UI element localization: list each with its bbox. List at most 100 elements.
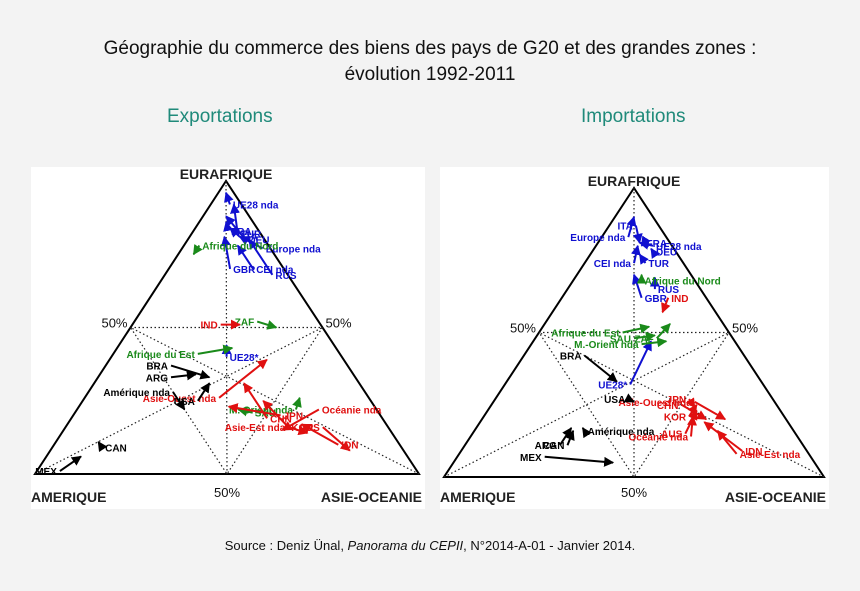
arrow-idn bbox=[703, 421, 743, 452]
arrow-ue28-nda bbox=[224, 191, 234, 205]
arrow-afrique-du-nord bbox=[192, 244, 203, 256]
label-ind: IND bbox=[671, 294, 688, 305]
label-ita: ITA bbox=[618, 222, 633, 233]
midpoint-triangle bbox=[537, 331, 731, 479]
source-suffix: , N°2014-A-01 - Janvier 2014. bbox=[463, 538, 636, 553]
label-ue28-nda: UE28 nda bbox=[656, 242, 702, 253]
arrow-deu bbox=[650, 247, 661, 259]
median-line bbox=[443, 331, 730, 478]
arrow-m-orient-nda bbox=[292, 396, 302, 410]
imports-ternary-chart: EURAFRIQUE AMERIQUE ASIE-OCEANIE 50% 50% 50% E… bbox=[440, 173, 826, 505]
label-chn: CHN bbox=[657, 401, 679, 412]
label-deu: DEU bbox=[656, 248, 677, 259]
vertex-label-top: EURAFRIQUE bbox=[588, 173, 681, 189]
label-europe-nda: Europe nda bbox=[266, 244, 321, 255]
arrow-usa bbox=[623, 393, 635, 403]
label-jpn: JPN bbox=[667, 395, 686, 406]
label-asie-ouest-nda: Asie-Ouest nda bbox=[618, 398, 692, 409]
midpoint-triangle bbox=[129, 326, 324, 476]
arrow-tur bbox=[638, 253, 649, 265]
arrow-sau bbox=[237, 406, 253, 417]
label-m-orient-nda: M.-Orient nda bbox=[574, 340, 639, 351]
exports-ternary-chart: EURAFRIQUE AMERIQUE ASIE-OCEANIE 50% 50% 50% U… bbox=[31, 166, 422, 505]
label-rus: RUS bbox=[658, 285, 679, 296]
arrow-bra bbox=[583, 354, 618, 383]
label-amerique-nda: Amérique nda bbox=[588, 427, 655, 438]
label-bra: BRA bbox=[560, 352, 582, 363]
midpoint-label-left: 50% bbox=[510, 321, 536, 336]
arrow-zaf bbox=[256, 320, 278, 330]
imports-ternary-panel: EURAFRIQUE AMERIQUE ASIE-OCEANIE 50% 50% 50% E… bbox=[440, 167, 829, 509]
label-ue28: UE28* bbox=[598, 381, 627, 392]
arrow-mex bbox=[59, 455, 82, 472]
arrow-aus bbox=[322, 426, 351, 452]
label-kor: KOR bbox=[664, 412, 687, 423]
label-mex: MEX bbox=[35, 467, 57, 478]
midpoint-label-left: 50% bbox=[101, 316, 127, 331]
arrow-ue28 bbox=[629, 340, 653, 385]
label-arg: ARG bbox=[535, 441, 557, 452]
arrow-afrique-du-est bbox=[197, 344, 234, 355]
label-asie-est-nda: Asie-Est nda bbox=[225, 423, 286, 434]
chart-title-line1: Géographie du commerce des biens des pay… bbox=[103, 38, 757, 59]
vertex-label-top: EURAFRIQUE bbox=[180, 167, 273, 182]
arrow-arg bbox=[170, 370, 197, 381]
vertex-label-left: AMERIQUE bbox=[440, 489, 515, 505]
arrow-amerique-nda bbox=[581, 427, 592, 439]
label-asie-est-nda: Asie-Est nda bbox=[740, 450, 801, 461]
label-ind: IND bbox=[200, 321, 217, 332]
label-aus: AUS bbox=[661, 430, 682, 441]
arrow-fra bbox=[223, 221, 233, 232]
vertex-label-right: ASIE-OCEANIE bbox=[725, 489, 826, 505]
arrow-usa bbox=[197, 382, 211, 402]
label-mex: MEX bbox=[520, 453, 542, 464]
label-usa: USA bbox=[604, 395, 625, 406]
label-afrique-du-est: Afrique du Est bbox=[551, 329, 620, 340]
midpoint-label-right: 50% bbox=[326, 316, 352, 331]
label-amerique-nda: Amérique nda bbox=[103, 388, 170, 399]
vertex-label-right: ASIE-OCEANIE bbox=[321, 489, 422, 505]
label-oceanie-nda: Océanie nda bbox=[322, 406, 382, 417]
label-arg: ARG bbox=[146, 373, 168, 384]
median-line bbox=[538, 331, 825, 478]
arrow-cei-nda bbox=[236, 244, 255, 270]
label-cei-nda: CEI nda bbox=[594, 259, 632, 270]
subtitle-imports: Importations bbox=[581, 106, 686, 127]
arrow-fra bbox=[640, 235, 651, 247]
arrow-asie-est-nda bbox=[288, 425, 309, 436]
arrow-m-orient-nda bbox=[641, 337, 668, 348]
label-ue28: UE28* bbox=[230, 353, 259, 364]
label-cei-nda: CEI nda bbox=[256, 265, 294, 276]
label-zaf: ZAF bbox=[634, 334, 653, 345]
label-ue28-nda: UE28 nda bbox=[233, 200, 279, 211]
label-idn: IDN bbox=[745, 447, 762, 458]
arrow-gbr bbox=[632, 273, 643, 299]
arrow-rus bbox=[248, 238, 274, 276]
arrow-asie-ouest-nda bbox=[218, 358, 268, 399]
arrow-europe-nda bbox=[626, 215, 637, 238]
label-europe-nda: Europe nda bbox=[570, 233, 625, 244]
arrow-ita bbox=[632, 225, 643, 244]
label-aus: AUS bbox=[299, 423, 320, 434]
arrow-ind bbox=[661, 297, 671, 314]
label-fra: FRA bbox=[231, 227, 252, 238]
arrow-gbr bbox=[220, 235, 232, 270]
arrow-cei-nda bbox=[630, 244, 641, 264]
arrow-afrique-du-est bbox=[622, 323, 651, 334]
label-afrique-du-nord: Afrique du Nord bbox=[202, 242, 278, 253]
source-note: Source : Deniz Ünal, Panorama du CEPII, … bbox=[0, 538, 860, 553]
arrow-can bbox=[565, 429, 575, 446]
source-journal: Panorama du CEPII bbox=[347, 538, 464, 553]
vertex-label-left: AMERIQUE bbox=[31, 489, 106, 505]
arrow-oceanie-nda bbox=[687, 415, 698, 437]
arrow-can bbox=[97, 440, 108, 453]
subtitle-exports: Exportations bbox=[167, 106, 273, 127]
label-tur: TUR bbox=[648, 259, 669, 270]
label-bra: BRA bbox=[146, 362, 168, 373]
label-rus: RUS bbox=[275, 271, 296, 282]
label-gbr: GBR bbox=[233, 265, 256, 276]
label-deu: DEU bbox=[248, 236, 269, 247]
arrow-amerique-nda bbox=[172, 391, 186, 411]
label-sau: SAU bbox=[610, 334, 631, 345]
midpoint-label-bottom: 50% bbox=[214, 485, 240, 500]
